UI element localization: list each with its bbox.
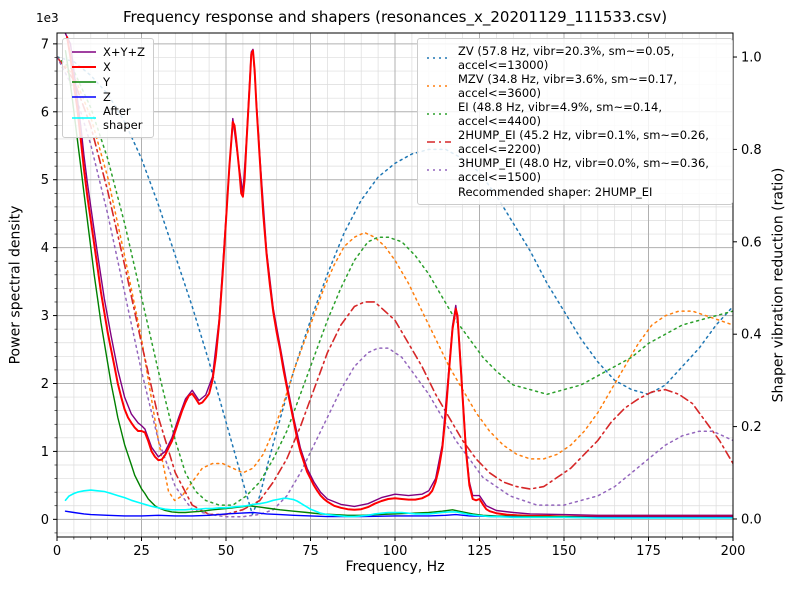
y-left-tick-label: 6 bbox=[41, 105, 49, 120]
y-right-tick-label: 0.4 bbox=[741, 328, 762, 343]
x-tick-label: 125 bbox=[467, 544, 492, 559]
series-line-x bbox=[66, 36, 733, 518]
legend-label: X bbox=[103, 59, 111, 74]
y-right-tick-label: 1.0 bbox=[741, 51, 762, 66]
y-left-tick-label: 5 bbox=[41, 173, 49, 188]
legend-item-mzv: MZV (34.8 Hz, vibr=3.6%, sm~=0.17, accel… bbox=[426, 72, 724, 100]
series-line-y bbox=[64, 50, 733, 518]
legend-label: After shaper bbox=[103, 104, 143, 132]
legend-item-2hump-ei: 2HUMP_EI (45.2 Hz, vibr=0.1%, sm~=0.26, … bbox=[426, 128, 724, 156]
legend-item-ei: EI (48.8 Hz, vibr=4.9%, sm~=0.14, accel<… bbox=[426, 100, 724, 128]
x-tick-label: 175 bbox=[636, 544, 661, 559]
y-left-tick-label: 4 bbox=[41, 241, 49, 256]
grid-minor bbox=[57, 33, 733, 537]
y-right-tick-label: 0.2 bbox=[741, 420, 762, 435]
series-line-3hump_ei bbox=[57, 56, 733, 518]
y-left-tick-label: 0 bbox=[41, 513, 49, 528]
shaper-legend: ZV (57.8 Hz, vibr=20.3%, sm~=0.05, accel… bbox=[417, 38, 733, 205]
legend-line-sample bbox=[72, 50, 96, 53]
legend-item-xyz: X+Y+Z bbox=[71, 44, 145, 59]
series-line-after bbox=[64, 489, 733, 519]
legend-item-y: Y bbox=[71, 74, 145, 89]
legend-label: Z bbox=[103, 89, 111, 104]
x-tick-label: 25 bbox=[133, 544, 150, 559]
legend-line-sample bbox=[72, 117, 96, 119]
legend-label: 2HUMP_EI (45.2 Hz, vibr=0.1%, sm~=0.26, … bbox=[458, 128, 709, 156]
y-left-tick-label: 2 bbox=[41, 377, 49, 392]
legend-line-sample bbox=[427, 141, 451, 143]
legend-label: 3HUMP_EI (48.0 Hz, vibr=0.0%, sm~=0.36, … bbox=[458, 156, 709, 184]
legend-label: MZV (34.8 Hz, vibr=3.6%, sm~=0.17, accel… bbox=[458, 72, 677, 100]
series-line-mzv bbox=[57, 56, 733, 502]
y-right-tick-label: 0.6 bbox=[741, 235, 762, 250]
legend-item-z: Z bbox=[71, 89, 145, 104]
legend-label: X+Y+Z bbox=[103, 44, 146, 59]
x-tick-label: 200 bbox=[721, 544, 746, 559]
x-tick-label: 0 bbox=[53, 544, 61, 559]
y-left-axis-label: Power spectral density bbox=[7, 205, 24, 365]
series-line-ei bbox=[57, 56, 733, 506]
legend-item-zv: ZV (57.8 Hz, vibr=20.3%, sm~=0.05, accel… bbox=[426, 44, 724, 72]
chart-title: Frequency response and shapers (resonanc… bbox=[122, 8, 668, 26]
legend-item-3hump-ei: 3HUMP_EI (48.0 Hz, vibr=0.0%, sm~=0.36, … bbox=[426, 156, 724, 184]
y-left-tick-label: 1 bbox=[41, 445, 49, 460]
x-tick-label: 50 bbox=[218, 544, 235, 559]
recommended-shaper-text: Recommended shaper: 2HUMP_EI bbox=[458, 184, 653, 199]
legend-label: Y bbox=[103, 74, 111, 89]
series-line-zv bbox=[57, 56, 733, 516]
legend-item-x: X bbox=[71, 59, 145, 74]
legend-label: ZV (57.8 Hz, vibr=20.3%, sm~=0.05, accel… bbox=[458, 44, 675, 72]
series-layer bbox=[57, 33, 733, 519]
legend-line-sample bbox=[427, 113, 451, 115]
y-right-tick-label: 0.0 bbox=[741, 512, 762, 527]
legend-item-after-shaper: After shaper bbox=[71, 104, 145, 132]
y-right-axis-label: Shaper vibration reduction (ratio) bbox=[770, 167, 787, 403]
legend-line-sample bbox=[72, 65, 96, 68]
x-tick-label: 100 bbox=[383, 544, 408, 559]
legend-label: EI (48.8 Hz, vibr=4.9%, sm~=0.14, accel<… bbox=[458, 100, 662, 128]
legend-line-sample bbox=[427, 57, 451, 59]
series-line-2hump_ei bbox=[57, 56, 733, 516]
x-tick-label: 75 bbox=[302, 544, 319, 559]
psd-legend: X+Y+Z X Y Z After shaper bbox=[62, 38, 155, 138]
x-tick-label: 150 bbox=[552, 544, 577, 559]
y-left-tick-label: 7 bbox=[41, 37, 49, 52]
axis-offset-text: 1e3 bbox=[36, 11, 59, 25]
legend-line-sample bbox=[72, 95, 96, 98]
y-right-tick-label: 0.8 bbox=[741, 143, 762, 158]
legend-line-sample bbox=[72, 80, 96, 83]
legend-line-sample bbox=[427, 85, 451, 87]
legend-line-sample bbox=[427, 169, 451, 171]
y-left-tick-label: 3 bbox=[41, 309, 49, 324]
recommended-shaper-note: Recommended shaper: 2HUMP_EI bbox=[426, 184, 724, 199]
x-axis-label: Frequency, Hz bbox=[345, 559, 445, 575]
